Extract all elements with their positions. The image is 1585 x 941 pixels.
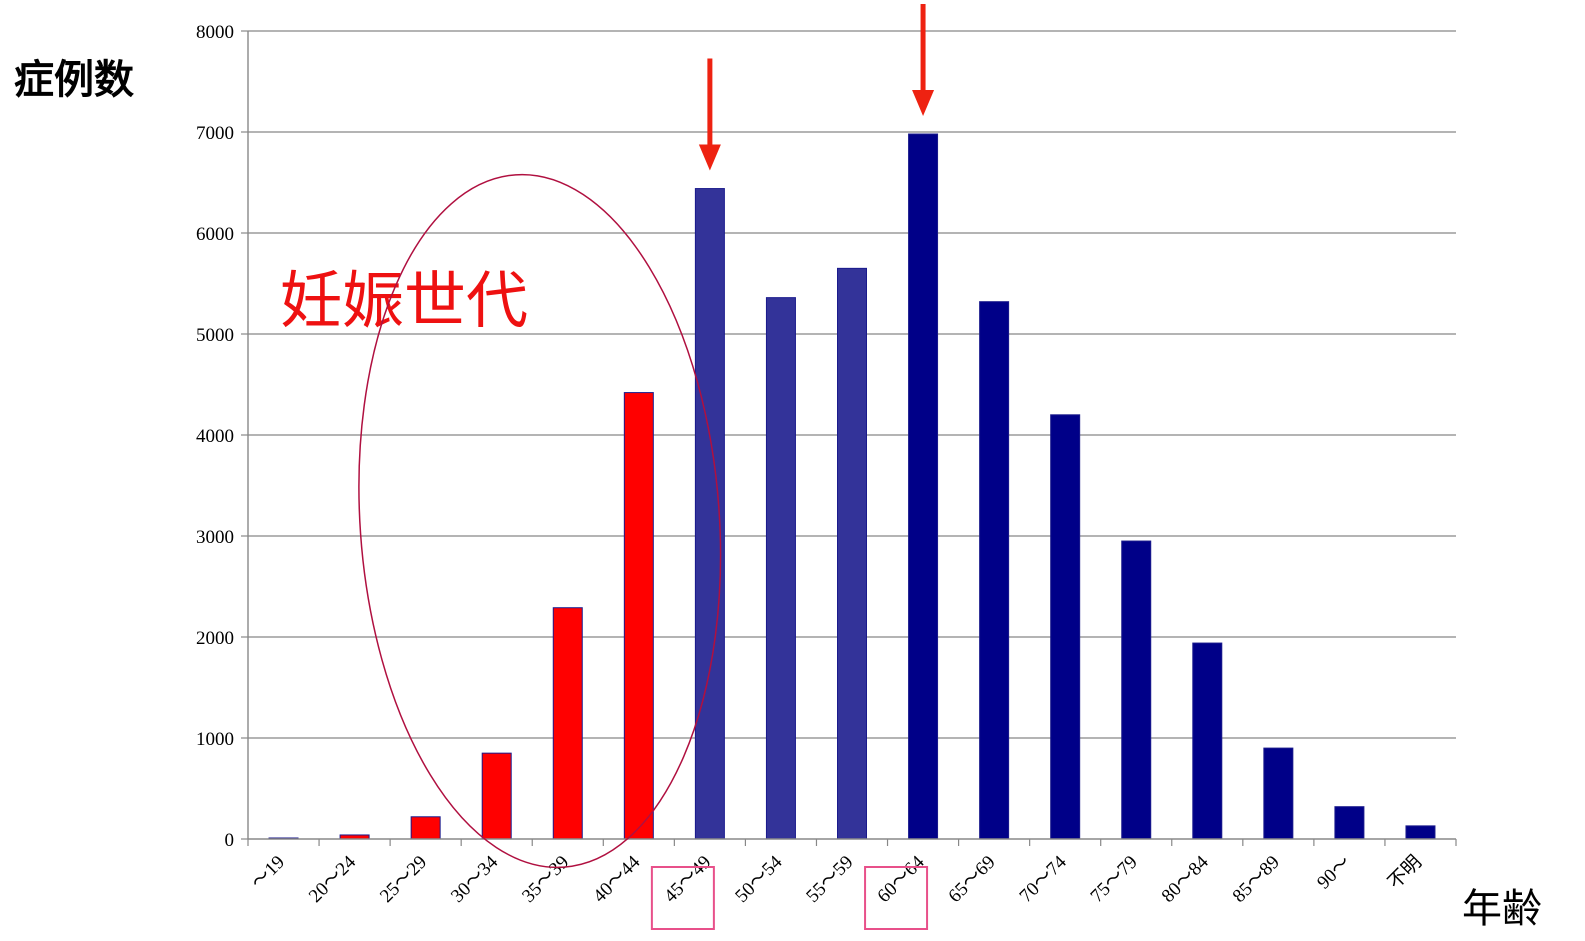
bar-5 — [552, 607, 583, 840]
y-tick-label: 5000 — [196, 325, 234, 346]
pregnancy-generation-annotation: 妊娠世代 — [280, 264, 528, 337]
y-tick-label: 0 — [225, 830, 235, 851]
y-tick-labels: 0 1000 2000 3000 4000 5000 6000 7000 8000 — [196, 22, 234, 851]
x-tick-label: 50〜54 — [731, 851, 787, 907]
x-tick-label: 30〜34 — [447, 851, 503, 907]
axes — [241, 30, 1457, 846]
x-tick-label: 85〜89 — [1229, 852, 1284, 907]
highlight-box — [650, 866, 715, 930]
bar-4 — [481, 752, 512, 840]
bar-11 — [979, 301, 1010, 840]
y-tick-label: 1000 — [196, 729, 234, 750]
x-tick-label: 55〜59 — [802, 852, 857, 907]
x-tick-label: 不明 — [1384, 852, 1426, 894]
y-tick-label: 4000 — [196, 426, 234, 447]
bar-3 — [410, 816, 441, 840]
x-tick-label: 75〜79 — [1087, 852, 1142, 907]
x-tick-label: 25〜29 — [376, 852, 431, 907]
x-tick-label: 40〜44 — [589, 851, 645, 907]
x-tick-label: 70〜74 — [1016, 851, 1072, 907]
arrow-head-icon — [698, 144, 721, 171]
x-tick-label: 65〜69 — [944, 852, 999, 907]
bars — [268, 133, 1436, 840]
annotations: 症例数 年齢 妊娠世代 — [14, 4, 1542, 932]
bar-17 — [1405, 825, 1436, 840]
bar-10 — [908, 133, 939, 840]
bar-14 — [1192, 642, 1223, 840]
y-tick-label: 8000 — [196, 22, 234, 43]
x-tick-label: 45〜49 — [660, 852, 715, 907]
highlight-box — [864, 866, 929, 930]
bar-7 — [694, 188, 725, 840]
x-axis-label: 年齢 — [1462, 886, 1542, 932]
bar-12 — [1050, 414, 1081, 840]
pregnancy-generation-ellipse — [358, 173, 722, 869]
y-tick-label: 3000 — [196, 527, 234, 548]
x-tick-label: 〜19 — [247, 852, 289, 894]
bar-6 — [623, 392, 654, 840]
x-tick-labels: 〜19 20〜24 25〜29 30〜34 35〜39 40〜44 45〜49 50〜54 55… — [247, 851, 1426, 907]
y-tick-label: 7000 — [196, 123, 234, 144]
bar-16 — [1334, 806, 1365, 840]
y-axis-label: 症例数 — [14, 57, 134, 103]
bar-13 — [1121, 540, 1152, 840]
x-tick-label: 60〜64 — [873, 851, 929, 907]
x-tick-label: 20〜24 — [305, 851, 361, 907]
bar-15 — [1263, 747, 1294, 840]
x-tick-label: 35〜39 — [518, 852, 573, 907]
y-tick-label: 2000 — [196, 628, 234, 649]
bar-9 — [837, 267, 867, 840]
bar-8 — [765, 297, 796, 840]
arrow-head-icon — [912, 90, 935, 117]
x-tick-label: 80〜84 — [1158, 851, 1214, 907]
y-tick-label: 6000 — [196, 224, 234, 245]
x-tick-label: 90〜 — [1313, 852, 1355, 894]
